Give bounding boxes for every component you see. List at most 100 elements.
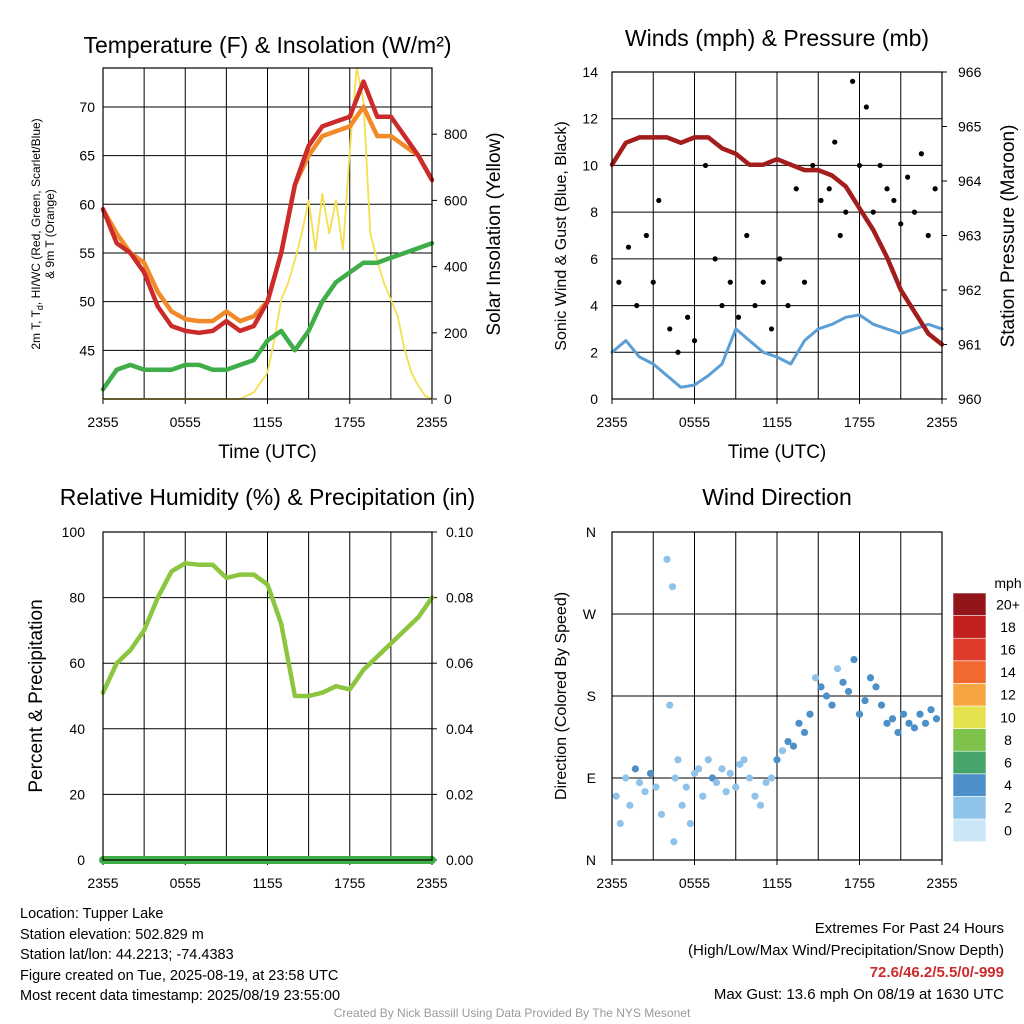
- gust-point: [634, 302, 640, 309]
- y-axis-title-part: 2m T, T: [29, 309, 43, 349]
- gust-point: [727, 279, 733, 285]
- direction-point: [817, 683, 825, 691]
- direction-point: [695, 765, 703, 773]
- x-tick-labels: 2355 0555 1155 1755 2355: [596, 399, 958, 430]
- direction-point: [690, 769, 699, 778]
- colorbar-label: 14: [1000, 664, 1016, 680]
- gust-point: [843, 209, 849, 215]
- x-tick-labels: 2355 0555 1155 1755 2355: [596, 860, 958, 891]
- y-tick-label: 4: [590, 298, 598, 314]
- x-tick-label: 2355: [87, 414, 118, 430]
- gust-point: [837, 232, 843, 239]
- x-tick-label: 2355: [926, 414, 957, 430]
- elevation-text: Station elevation: 502.829 m: [20, 926, 204, 943]
- y-axis-title: Sonic Wind & Gust (Blue, Black): [553, 121, 570, 350]
- y-axis-title: Percent & Precipitation: [26, 599, 47, 792]
- gust-point: [863, 104, 869, 110]
- gust-point: [918, 151, 924, 157]
- panel-2: 2355 0555 1155 1755 2355 0 2 4 6 8 10 12 14 960 961 962…: [553, 25, 1019, 463]
- vertical-grid: [652, 72, 902, 399]
- colorbar-unit: mph: [994, 575, 1021, 591]
- direction-point: [740, 756, 748, 764]
- gust-point: [712, 256, 718, 262]
- gust-point: [760, 279, 766, 285]
- y-tick-label: 50: [79, 294, 95, 310]
- y-tick-label: E: [587, 770, 596, 786]
- y-tick-label: 6: [590, 251, 598, 267]
- latlon-text: Station lat/lon: 44.2213; -74.4383: [20, 947, 234, 964]
- x-tick-label: 2355: [596, 414, 627, 430]
- colorbar-label: 0: [1004, 822, 1012, 838]
- gust-point: [818, 197, 824, 204]
- y-tick-label: N: [586, 524, 596, 540]
- gust-point: [826, 186, 832, 192]
- colorbar-swatch: [952, 660, 987, 684]
- direction-point: [686, 819, 694, 828]
- gust-point: [656, 197, 662, 204]
- direction-point: [822, 692, 831, 700]
- direction-point: [916, 710, 924, 718]
- y-tick-label: 65: [79, 148, 95, 164]
- gust-point: [675, 349, 681, 355]
- direction-point: [883, 719, 891, 727]
- y2-tick-label: 600: [444, 192, 468, 208]
- direction-point: [756, 801, 765, 809]
- series-temp: [100, 79, 435, 336]
- direction-point: [762, 778, 770, 787]
- direction-point: [800, 728, 809, 737]
- y-axis-title-part: , HI/WC (Red, Green, Scarlet/Blue): [29, 118, 43, 305]
- y-tick-label: 10: [582, 157, 598, 173]
- y2-tick-label: 400: [444, 259, 468, 275]
- y2-tick-label: 0.08: [446, 590, 473, 606]
- y2-tick-label: 0.06: [446, 655, 473, 671]
- colorbar-swatch: [952, 796, 987, 820]
- colorbar-label: 16: [1000, 642, 1016, 658]
- direction-point: [888, 715, 897, 723]
- x-tick-labels: 2355 0555 1155 1755 2355: [87, 860, 448, 891]
- direction-point: [905, 719, 913, 727]
- x-tick-label: 2355: [87, 875, 118, 891]
- colorbar-swatch: [952, 683, 987, 707]
- gust-point: [667, 326, 673, 332]
- direction-point: [927, 706, 935, 714]
- chart-title: Wind Direction: [702, 484, 852, 510]
- direction-point: [839, 678, 847, 686]
- y-tick-label: 60: [69, 655, 85, 671]
- direction-point: [668, 583, 677, 591]
- direction-point: [652, 783, 660, 791]
- colorbar-swatch: [952, 592, 987, 616]
- y2-tick-label: 964: [958, 173, 982, 189]
- y-axis-title-sub: d: [35, 305, 45, 310]
- y2-tick-label: 961: [958, 337, 982, 353]
- x-tick-label: 1755: [844, 875, 875, 891]
- direction-point: [670, 838, 678, 846]
- direction-point: [663, 555, 671, 563]
- series-dewpoint: [100, 240, 435, 392]
- direction-point: [921, 719, 930, 727]
- gust-point: [905, 174, 911, 180]
- direction-point: [612, 792, 620, 800]
- colorbar: mph 0 2 4 6 8 10 12 14 16 18 20+: [952, 575, 1022, 842]
- y2-tick-label: 200: [444, 325, 468, 341]
- x-tick-label: 1755: [844, 414, 875, 430]
- y2-tick-label: 0: [444, 391, 452, 407]
- direction-point: [631, 765, 639, 773]
- y-tick-label: 0: [590, 391, 598, 407]
- extremes-legend: (High/Low/Max Wind/Precipitation/Snow De…: [688, 942, 1004, 959]
- y2-tick-label: 0.02: [446, 786, 473, 802]
- direction-point: [745, 774, 754, 782]
- y-tick-label: W: [583, 606, 597, 622]
- y2-tick-label: 0.00: [446, 852, 473, 868]
- x-tick-label: 1155: [762, 414, 792, 430]
- y-tick-label: 100: [62, 524, 86, 540]
- direction-point: [767, 774, 776, 782]
- gust-point: [850, 78, 856, 84]
- direction-point: [736, 760, 744, 768]
- direction-point: [666, 701, 674, 709]
- colorbar-label: 20+: [996, 596, 1020, 612]
- direction-point: [872, 683, 880, 691]
- colorbar-swatch: [952, 615, 987, 639]
- gust-point: [616, 279, 622, 285]
- x-tick-label: 1755: [334, 414, 365, 430]
- y-tick-label: 20: [69, 786, 85, 802]
